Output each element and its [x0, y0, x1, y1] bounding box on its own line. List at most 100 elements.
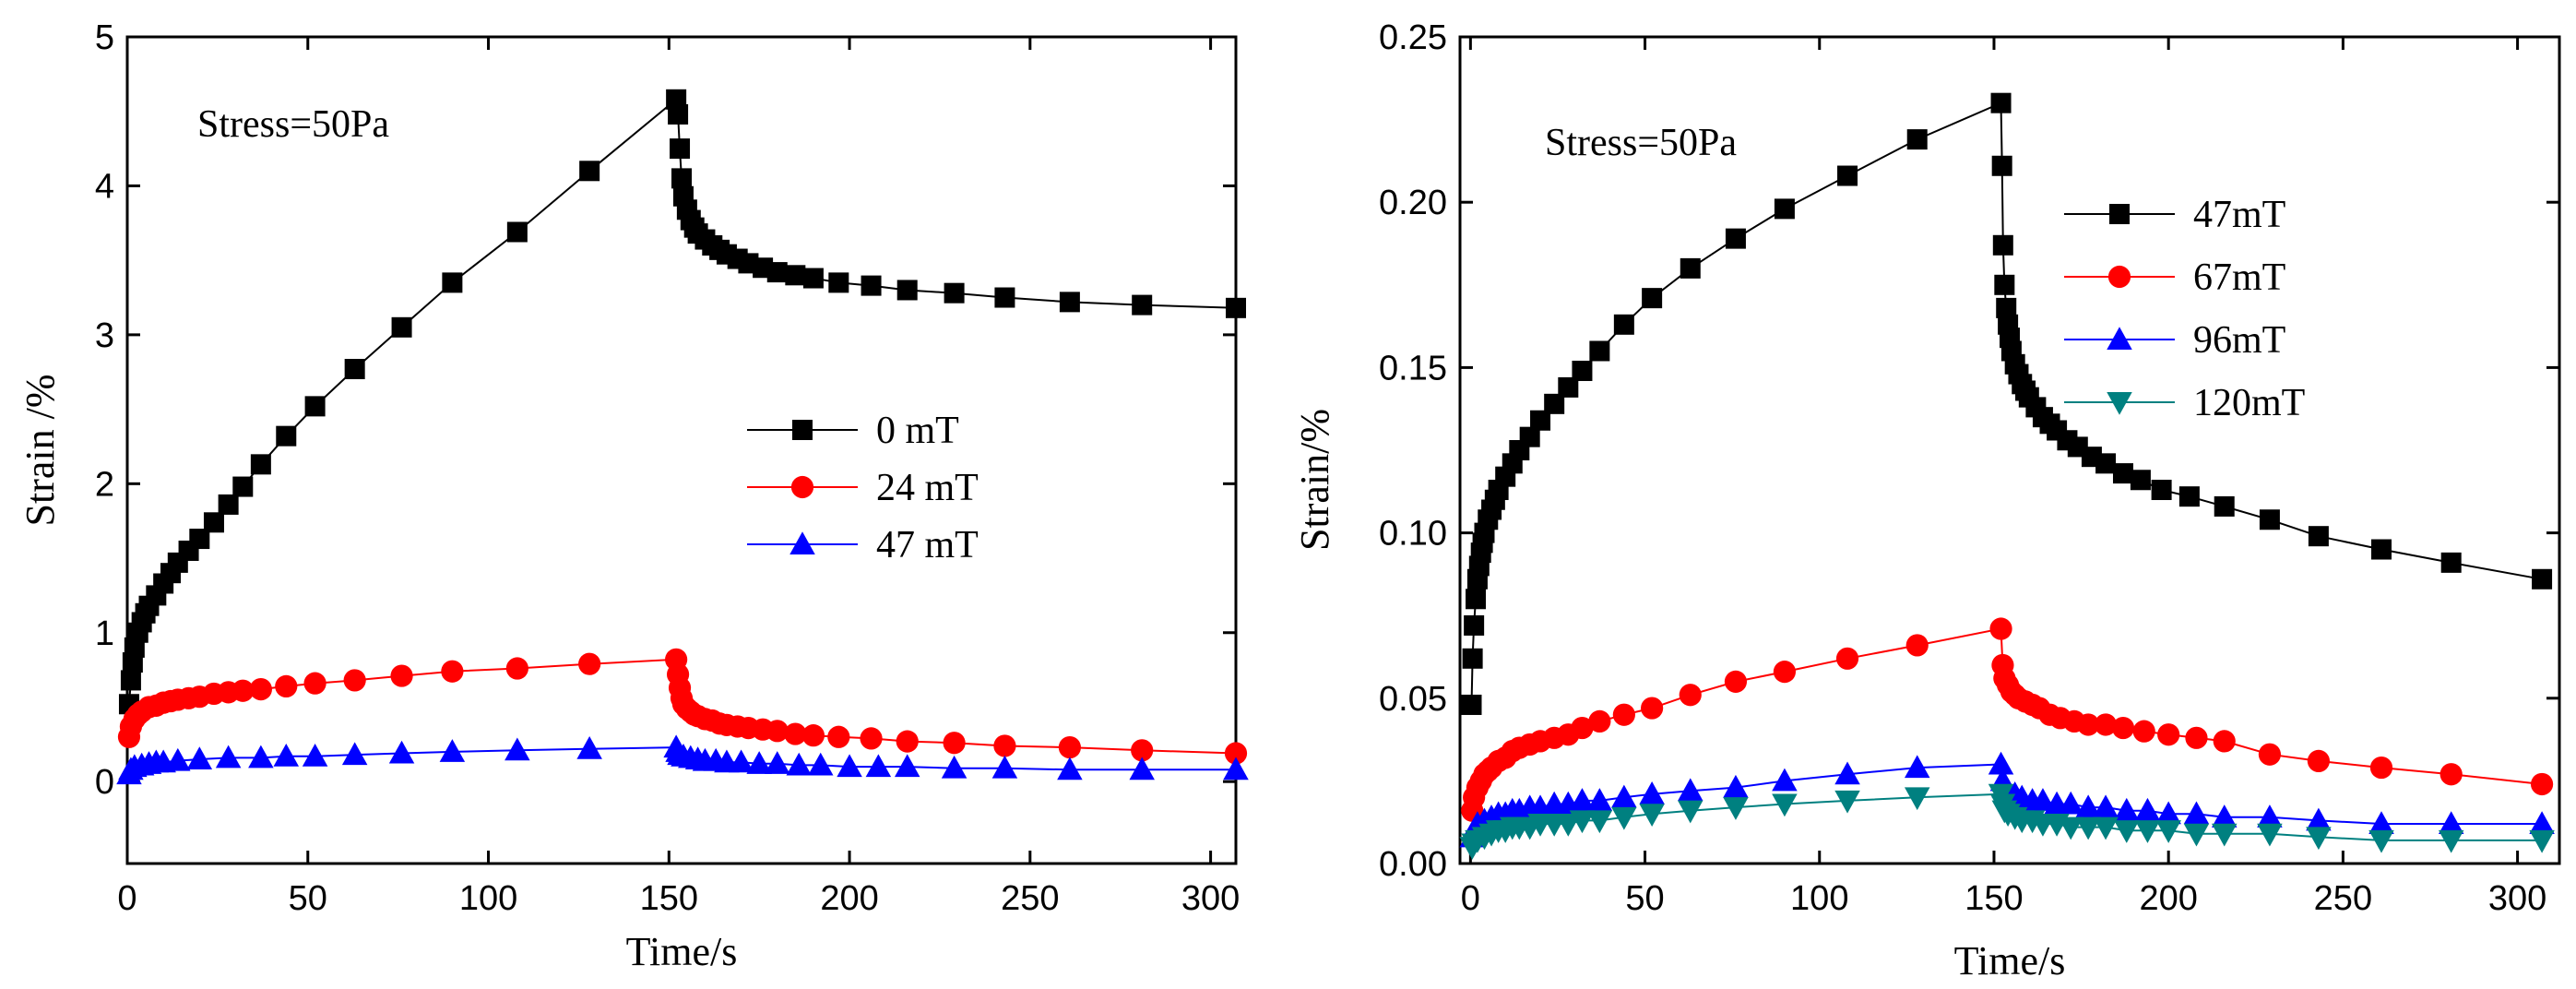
data-point: [2077, 713, 2100, 736]
data-point: [2529, 829, 2555, 853]
data-point: [2259, 509, 2280, 530]
data-point: [2438, 811, 2464, 834]
data-point: [1226, 297, 1246, 318]
data-point: [391, 316, 412, 338]
data-point: [1723, 797, 1749, 820]
y-tick-label: 3: [95, 316, 114, 355]
y-tick-label: 4: [95, 167, 114, 206]
series-0mt: [118, 89, 1246, 715]
data-point: [1057, 757, 1083, 780]
data-point: [186, 746, 213, 769]
data-point: [2134, 797, 2161, 821]
x-tick-label: 0: [117, 879, 137, 918]
legend-label: 96mT: [2193, 319, 2285, 362]
legend: 0 mT 24 mT 47 mT: [747, 410, 979, 566]
x-tick-label: 250: [1001, 879, 1059, 918]
data-point: [1992, 234, 2013, 256]
data-point: [2308, 526, 2329, 547]
data-point: [2114, 820, 2140, 843]
data-point: [828, 272, 849, 293]
data-point: [1588, 709, 1611, 733]
data-point: [807, 752, 834, 776]
legend-label: 67mT: [2193, 256, 2285, 299]
x-tick-label: 200: [2139, 879, 2197, 918]
data-point: [276, 425, 297, 447]
data-point: [728, 749, 754, 773]
data-point: [1461, 694, 1482, 715]
data-point: [218, 494, 239, 515]
x-tick-label: 150: [1965, 879, 2023, 918]
legend-marker: [2107, 265, 2131, 289]
data-point: [2058, 791, 2083, 815]
x-tick-label: 150: [640, 879, 698, 918]
data-point: [766, 720, 789, 743]
series-47mt: [116, 734, 1249, 785]
data-point: [1989, 617, 2012, 640]
data-point: [2130, 470, 2151, 491]
stress-annotation: Stress=50Pa: [197, 103, 389, 146]
data-point: [1466, 589, 1487, 610]
x-tick-label: 300: [2488, 879, 2546, 918]
data-point: [765, 751, 790, 774]
data-point: [1724, 670, 1748, 693]
data-point: [2112, 463, 2133, 484]
data-point: [785, 265, 806, 286]
data-point: [2440, 552, 2462, 573]
data-point: [2183, 801, 2210, 825]
data-point: [388, 740, 415, 764]
data-point: [1571, 716, 1594, 740]
data-point: [1586, 810, 1613, 834]
data-point: [1569, 788, 1596, 811]
data-point: [1772, 793, 1798, 817]
y-tick-label: 0.15: [1379, 349, 1447, 387]
series-120mt: [1459, 783, 2555, 860]
data-point: [1059, 292, 1080, 313]
data-point: [1639, 780, 1665, 804]
data-point: [303, 672, 326, 695]
legend-marker: [2107, 327, 2132, 350]
data-point: [578, 652, 601, 675]
data-point: [1530, 410, 1551, 431]
data-point: [1611, 784, 1637, 808]
data-point: [120, 670, 141, 691]
data-point: [1723, 774, 1749, 798]
data-point: [249, 678, 272, 701]
data-point: [894, 754, 920, 778]
legend-marker: [2109, 204, 2130, 224]
data-point: [670, 138, 691, 160]
data-point: [786, 752, 812, 776]
data-point: [2185, 726, 2208, 749]
y-tick-label: 0.05: [1379, 680, 1447, 719]
y-axis-title: Strain /%: [18, 375, 63, 527]
y-tick-label: 1: [95, 614, 114, 653]
x-tick-label: 0: [1461, 879, 1480, 918]
data-point: [2155, 820, 2181, 843]
data-point: [2151, 480, 2172, 501]
data-point: [2257, 804, 2283, 828]
data-point: [2371, 539, 2392, 560]
x-ticks: 0 50 100 150 200 250 300: [117, 37, 1240, 918]
y-tick-label: 0.25: [1379, 18, 1447, 57]
data-point: [2095, 453, 2117, 474]
data-point: [344, 359, 365, 380]
data-point: [2438, 829, 2464, 853]
data-point: [991, 755, 1018, 779]
data-point: [2093, 816, 2119, 840]
legend-label: 47 mT: [876, 524, 979, 566]
data-point: [1678, 800, 1703, 824]
data-point: [2075, 794, 2101, 818]
series-24mt: [117, 648, 1248, 765]
data-point: [896, 280, 918, 301]
data-point: [576, 735, 602, 759]
data-point: [865, 754, 892, 778]
y-tick-label: 2: [95, 465, 114, 504]
data-point: [2155, 801, 2181, 825]
x-tick-label: 250: [2314, 879, 2372, 918]
legend: 47mT 67mT 96mT 120mT: [2064, 194, 2305, 424]
legend-label: 47mT: [2193, 194, 2285, 236]
data-point: [439, 739, 466, 762]
data-point: [1058, 735, 1081, 759]
legend-marker: [789, 531, 815, 554]
data-point: [668, 103, 689, 125]
